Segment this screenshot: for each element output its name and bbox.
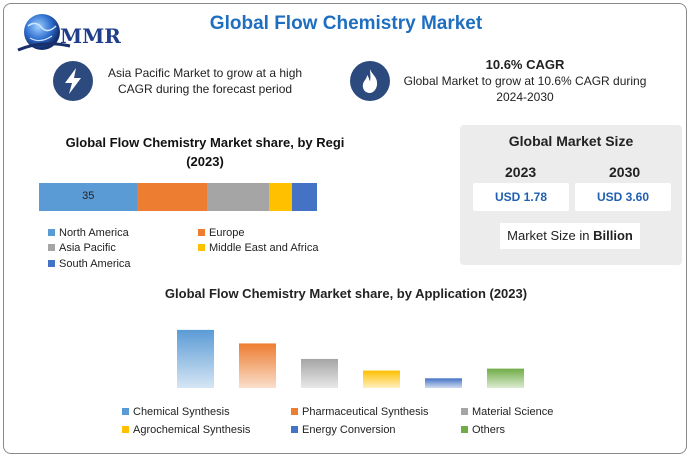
legend-swatch — [48, 260, 55, 267]
cagr-heading: 10.6% CAGR — [485, 57, 565, 72]
market-size-panel: Global Market Size 2023 2030 USD 1.78 US… — [460, 125, 682, 265]
logo-text: MMR — [60, 24, 121, 48]
region-chart-title: Global Flow Chemistry Market share, by R… — [40, 133, 370, 171]
unit-bold: Billion — [593, 228, 633, 243]
region-data-label: 35 — [82, 190, 95, 202]
application-chart-title: Global Flow Chemistry Market share, by A… — [164, 286, 528, 301]
legend-swatch — [122, 408, 129, 415]
region-chart-title-line1: Global Flow Chemistry Market share, by R… — [65, 135, 345, 150]
bar-pharmaceutical-synthesis — [239, 343, 276, 388]
lightning-icon — [53, 61, 93, 101]
legend-item-asia-pacific: Asia Pacific — [48, 242, 116, 254]
region-segment-south-america — [291, 183, 317, 211]
bar-chemical-synthesis — [177, 329, 214, 388]
legend-item-middle-east-and-africa: Middle East and Africa — [198, 242, 318, 254]
flame-icon — [350, 61, 390, 101]
region-chart-title-line2: (2023) — [186, 154, 224, 169]
legend-item-chemical-synthesis: Chemical Synthesis — [122, 406, 230, 418]
legend-label: Chemical Synthesis — [133, 406, 230, 418]
market-size-title: Global Market Size — [508, 133, 634, 149]
unit-label: Market Size in Billion — [500, 223, 640, 249]
mmr-logo — [14, 10, 124, 60]
legend-label: Energy Conversion — [302, 424, 396, 436]
legend-item-south-america: South America — [48, 258, 131, 270]
legend-label: South America — [59, 258, 131, 270]
region-segment-north-america — [39, 183, 138, 211]
bar-others — [487, 368, 524, 388]
legend-item-others: Others — [461, 424, 505, 436]
legend-swatch — [461, 408, 468, 415]
region-segment-middle-east-and-africa — [269, 183, 292, 211]
value-start: USD 1.78 — [473, 183, 569, 211]
page-title: Global Flow Chemistry Market — [209, 13, 483, 34]
bar-material-science — [301, 358, 338, 388]
legend-item-pharmaceutical-synthesis: Pharmaceutical Synthesis — [291, 406, 429, 418]
bar-energy-conversion — [425, 378, 462, 388]
region-segment-asia-pacific — [207, 183, 270, 211]
legend-label: Material Science — [472, 406, 554, 418]
legend-label: Pharmaceutical Synthesis — [302, 406, 429, 418]
legend-label: Europe — [209, 227, 245, 239]
legend-swatch — [291, 426, 298, 433]
globe-icon — [17, 14, 71, 52]
value-end: USD 3.60 — [575, 183, 671, 211]
legend-item-energy-conversion: Energy Conversion — [291, 424, 396, 436]
legend-label: North America — [59, 227, 129, 239]
legend-label: Others — [472, 424, 506, 436]
legend-swatch — [48, 244, 55, 251]
legend-label: Asia Pacific — [59, 242, 116, 254]
legend-label: Middle East and Africa — [209, 242, 319, 254]
cagr-description: Global Market to grow at 10.6% CAGR duri… — [403, 74, 647, 104]
application-bar-chart — [177, 329, 524, 388]
year-end: 2030 — [609, 164, 641, 180]
legend-item-agrochemical-synthesis: Agrochemical Synthesis — [122, 424, 250, 436]
bar-agrochemical-synthesis — [363, 370, 400, 388]
legend-swatch — [461, 426, 468, 433]
legend-swatch — [48, 229, 55, 236]
legend-swatch — [198, 244, 205, 251]
legend-item-material-science: Material Science — [461, 406, 553, 418]
region-segment-europe — [137, 183, 208, 211]
asia-pacific-growth-text: Asia Pacific Market to grow at a high CA… — [107, 66, 303, 96]
application-legend: Chemical Synthesis Pharmaceutical Synthes… — [0, 402, 692, 442]
legend-swatch — [291, 408, 298, 415]
unit-prefix: Market Size in — [507, 228, 594, 243]
legend-label: Agrochemical Synthesis — [133, 424, 251, 436]
legend-item-north-america: North America — [48, 227, 129, 239]
legend-swatch — [122, 426, 129, 433]
legend-swatch — [198, 229, 205, 236]
region-stacked-bar: 35 — [39, 183, 317, 211]
legend-item-europe: Europe — [198, 227, 244, 239]
year-start: 2023 — [505, 164, 537, 180]
